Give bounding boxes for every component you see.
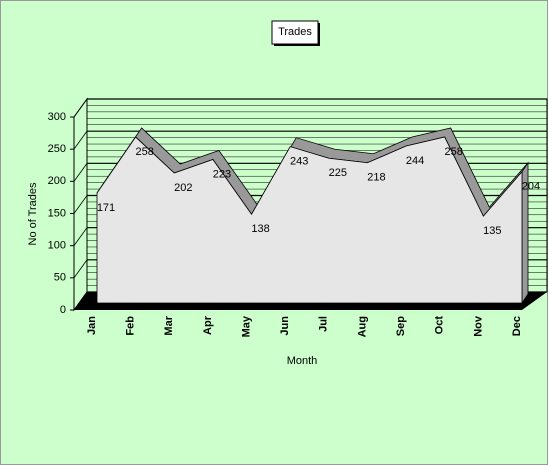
data-label: 244 [406,155,424,167]
grid-line [73,259,88,279]
x-tick-label: May [240,315,252,337]
data-label: 225 [329,167,347,179]
x-tick-label: Aug [356,316,368,337]
data-label: 135 [483,225,501,237]
data-label: 258 [135,146,153,158]
title-shadow [274,44,320,46]
grid-line [73,98,88,118]
y-axis-label: No of Trades [27,182,39,245]
x-tick-label: Sep [395,316,407,336]
chart-title: Trades [278,26,312,38]
x-tick-label: Nov [472,315,484,337]
data-label: 171 [97,202,115,214]
x-tick-label: Jan [86,316,98,335]
x-tick-label: Dec [511,316,523,336]
x-tick-label: Apr [202,315,214,335]
x-tick-label: Oct [434,316,446,335]
data-label: 204 [522,181,540,193]
x-tick-label: Jul [318,316,330,332]
title-shadow [318,23,320,46]
grid-line [73,163,88,182]
data-label: 243 [290,156,308,168]
x-tick-label: Jun [279,316,291,336]
y-tick-label: 150 [48,207,66,219]
data-label: 218 [367,172,385,184]
y-tick-label: 0 [60,304,66,316]
y-tick-label: 50 [54,272,66,284]
data-label: 258 [445,146,463,158]
y-tick-label: 200 [48,175,66,187]
data-label: 202 [174,182,192,194]
y-tick-label: 100 [48,240,66,252]
data-label: 138 [251,223,269,235]
y-tick-label: 300 [48,111,66,123]
grid-line [73,130,88,150]
grid-line [73,195,88,214]
x-axis-label: Month [287,355,318,367]
x-tick-label: Mar [163,315,175,335]
grid-line [73,227,88,246]
data-label: 223 [213,168,231,180]
y-tick-label: 250 [48,143,66,155]
area [96,136,523,304]
x-tick-label: Feb [125,316,137,336]
